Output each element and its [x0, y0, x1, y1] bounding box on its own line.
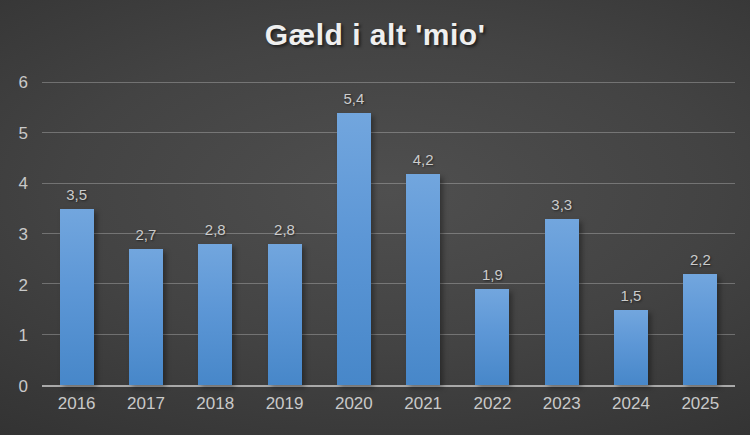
y-tick-label: 4 [19, 174, 28, 194]
x-tick-label: 2022 [458, 394, 527, 420]
bar-slot: 3,3 [527, 83, 596, 385]
bar-slot: 2,2 [666, 83, 735, 385]
bar [129, 249, 163, 385]
x-tick-label: 2025 [666, 394, 735, 420]
bar-value-label: 5,4 [319, 90, 388, 107]
bar [198, 244, 232, 385]
bar-slot: 4,2 [389, 83, 458, 385]
y-tick-label: 0 [19, 377, 28, 397]
bar-slot: 2,8 [181, 83, 250, 385]
bar-value-label: 2,8 [250, 221, 319, 238]
bar-value-label: 2,2 [666, 251, 735, 268]
bar-value-label: 4,2 [389, 151, 458, 168]
bar-value-label: 3,5 [42, 186, 111, 203]
bar-slot: 2,8 [250, 83, 319, 385]
bar-value-label: 1,9 [458, 266, 527, 283]
y-tick-label: 6 [19, 73, 28, 93]
bar-value-label: 3,3 [527, 196, 596, 213]
bar [683, 274, 717, 385]
bar [337, 113, 371, 385]
bar [406, 174, 440, 385]
bar [268, 244, 302, 385]
bar-chart: Gæld i alt 'mio' 0123456 3,52,72,82,85,4… [0, 0, 750, 435]
bar-slot: 1,9 [458, 83, 527, 385]
y-axis: 0123456 [0, 83, 34, 387]
y-tick-label: 3 [19, 225, 28, 245]
x-axis: 2016201720182019202020212022202320242025 [42, 394, 735, 420]
bar-slot: 5,4 [319, 83, 388, 385]
bar [60, 209, 94, 385]
x-tick-label: 2023 [527, 394, 596, 420]
x-tick-label: 2024 [596, 394, 665, 420]
bar-value-label: 1,5 [596, 287, 665, 304]
x-tick-label: 2018 [181, 394, 250, 420]
plot-area: 3,52,72,82,85,44,21,93,31,52,2 [42, 83, 735, 387]
bar-slot: 1,5 [596, 83, 665, 385]
bar-slot: 2,7 [111, 83, 180, 385]
chart-title: Gæld i alt 'mio' [0, 18, 750, 52]
bar [614, 310, 648, 386]
bar [545, 219, 579, 385]
x-tick-label: 2021 [388, 394, 457, 420]
bar-value-label: 2,8 [181, 221, 250, 238]
x-tick-label: 2019 [250, 394, 319, 420]
x-tick-label: 2016 [42, 394, 111, 420]
bar-slot: 3,5 [42, 83, 111, 385]
y-tick-label: 2 [19, 276, 28, 296]
x-tick-label: 2017 [111, 394, 180, 420]
y-tick-label: 5 [19, 124, 28, 144]
bar-value-label: 2,7 [111, 226, 180, 243]
y-tick-label: 1 [19, 326, 28, 346]
x-tick-label: 2020 [319, 394, 388, 420]
bar [475, 289, 509, 385]
